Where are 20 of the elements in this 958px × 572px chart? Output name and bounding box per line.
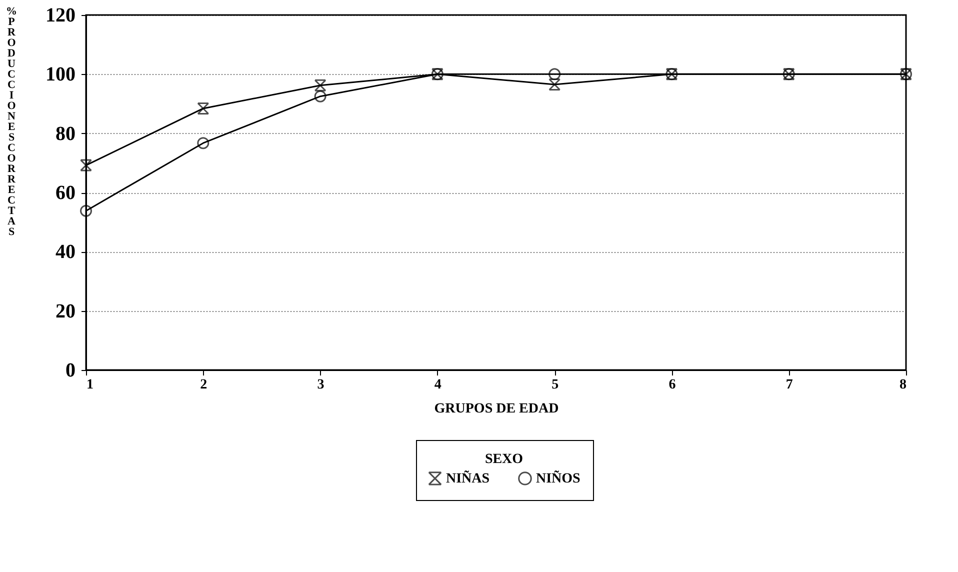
y-tick-label: 0 bbox=[66, 360, 76, 382]
legend-label: NIÑAS bbox=[446, 469, 490, 486]
y-tick-label: 80 bbox=[56, 122, 76, 145]
x-tick-label: 5 bbox=[552, 378, 559, 392]
x-tick-label: 1 bbox=[86, 378, 94, 392]
x-tick-label: 8 bbox=[900, 378, 906, 392]
y-tick-label: 100 bbox=[46, 64, 76, 86]
y-tick-label: 40 bbox=[56, 241, 76, 264]
text: % PRODUCCIONES CORRECTAS bbox=[6, 6, 17, 238]
x-tick-label: 2 bbox=[200, 378, 208, 392]
y-tick-label: 60 bbox=[56, 182, 76, 204]
x-axis-title: GRUPOS DE EDAD bbox=[434, 402, 559, 416]
legend-title: SEXO bbox=[484, 452, 524, 467]
x-tick-label: 4 bbox=[434, 378, 442, 392]
y-tick-label: 120 bbox=[46, 4, 76, 26]
x-tick-label: 7 bbox=[786, 378, 793, 392]
y-tick-label: 20 bbox=[56, 300, 76, 322]
legend-label: NIÑOS bbox=[536, 469, 581, 486]
x-tick-label: 3 bbox=[317, 378, 324, 392]
x-tick-label: 6 bbox=[668, 378, 676, 392]
